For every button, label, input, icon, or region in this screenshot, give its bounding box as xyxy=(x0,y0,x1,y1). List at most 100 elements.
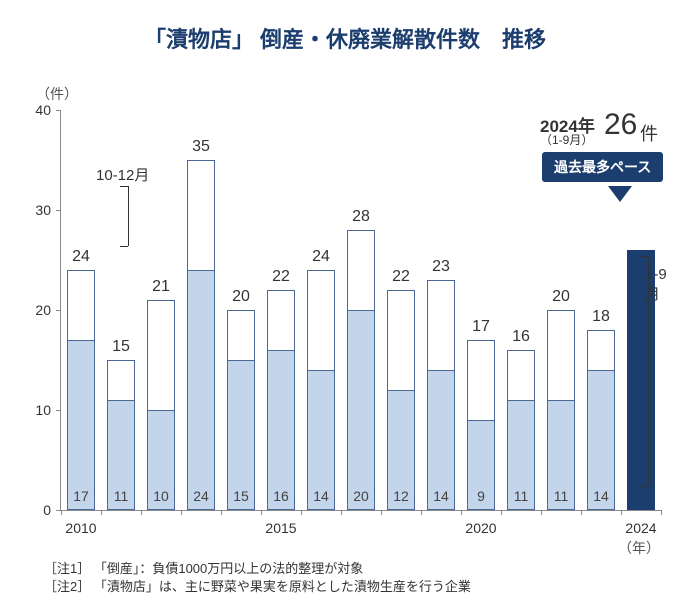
bar-group: 2314 xyxy=(427,280,456,510)
y-tick-label: 30 xyxy=(35,202,51,218)
bar-lower-segment xyxy=(267,350,296,510)
y-tick-label: 20 xyxy=(35,302,51,318)
x-tick-mark xyxy=(101,510,102,515)
bar-total-label: 35 xyxy=(192,138,210,156)
bar-lower-segment xyxy=(187,270,216,510)
bar-total-label: 20 xyxy=(232,288,250,306)
bar-group: 2110 xyxy=(147,300,176,510)
bar-group: 2216 xyxy=(267,290,296,510)
legend-upper-bracket-bottom xyxy=(120,246,128,247)
bar-lower-label: 11 xyxy=(114,488,129,504)
x-tick-mark xyxy=(261,510,262,515)
bar-group: 2212 xyxy=(387,290,416,510)
bar-total-label: 24 xyxy=(312,248,330,266)
bar-total-label: 22 xyxy=(272,268,290,286)
bar-upper-segment xyxy=(307,270,336,370)
bar-upper-segment xyxy=(547,310,576,400)
bar-lower-segment xyxy=(347,310,376,510)
bar-total-label: 21 xyxy=(152,278,170,296)
bar-upper-segment xyxy=(507,350,536,400)
bar-upper-segment xyxy=(227,310,256,360)
bar-lower-label: 11 xyxy=(554,488,569,504)
bar-group: 2414 xyxy=(307,270,336,510)
bar-group: 2820 xyxy=(347,230,376,510)
bar-lower-label: 9 xyxy=(477,488,485,504)
bar-total-label: 23 xyxy=(432,258,450,276)
bar-total-label: 18 xyxy=(592,308,610,326)
footnote-2: ［注2］ 「漬物店」は、主に野菜や果実を原料とした漬物生産を行う企業 xyxy=(44,576,471,595)
x-tick-mark xyxy=(341,510,342,515)
bar-group: 2417 xyxy=(67,270,96,510)
y-tick-mark xyxy=(56,310,61,311)
y-axis-unit-label: （件） xyxy=(36,84,78,104)
bar-total-label: 17 xyxy=(472,318,490,336)
annot-2024-period: （1-9月） xyxy=(540,131,593,148)
legend-upper-bracket-vline xyxy=(128,186,129,246)
bar-upper-segment xyxy=(387,290,416,390)
y-tick-label: 10 xyxy=(35,402,51,418)
y-tick-mark xyxy=(56,410,61,411)
bar-lower-label: 11 xyxy=(514,488,529,504)
legend-lower-bracket-top xyxy=(640,256,648,257)
x-tick-mark xyxy=(421,510,422,515)
legend-upper-period-label: 10-12月 xyxy=(96,164,149,185)
bar-total-label: 16 xyxy=(512,328,530,346)
bar-total-label: 22 xyxy=(392,268,410,286)
x-tick-mark xyxy=(141,510,142,515)
legend-lower-bracket-bottom xyxy=(640,486,648,487)
bar-upper-segment xyxy=(467,340,496,420)
chart-title: 「漬物店」 倒産・休廃業解散件数 推移 xyxy=(0,22,690,54)
bar-lower-label: 17 xyxy=(73,488,89,504)
x-tick-mark xyxy=(181,510,182,515)
bar-lower-label: 14 xyxy=(593,488,609,504)
bar-group: 2011 xyxy=(547,310,576,510)
x-tick-label: 2010 xyxy=(65,520,96,536)
record-pace-badge: 過去最多ペース xyxy=(542,152,663,182)
x-axis-unit-label: （年） xyxy=(618,538,660,558)
x-tick-label: 2015 xyxy=(265,520,296,536)
bar-upper-segment xyxy=(347,230,376,310)
x-tick-mark xyxy=(61,510,62,515)
bar-lower-label: 15 xyxy=(233,488,249,504)
y-tick-mark xyxy=(56,110,61,111)
bar-total-label: 15 xyxy=(112,338,130,356)
bar-group: 1611 xyxy=(507,350,536,510)
x-tick-mark xyxy=(501,510,502,515)
bar-group: 1511 xyxy=(107,360,136,510)
annot-2024-unit: 件 xyxy=(640,120,658,146)
legend-upper-bracket-top xyxy=(120,186,128,187)
bar-upper-segment xyxy=(587,330,616,370)
x-tick-label: 2020 xyxy=(465,520,496,536)
bar-upper-segment xyxy=(267,290,296,350)
y-tick-label: 0 xyxy=(43,502,51,518)
legend-lower-period-label: 1-9月 xyxy=(645,266,675,304)
bar-total-label: 20 xyxy=(552,288,570,306)
y-tick-label: 40 xyxy=(35,102,51,118)
y-tick-mark xyxy=(56,210,61,211)
bar-upper-segment xyxy=(67,270,96,340)
bar-lower-label: 16 xyxy=(273,488,289,504)
bar-group: 1814 xyxy=(587,330,616,510)
bar-upper-segment xyxy=(107,360,136,400)
x-tick-mark xyxy=(581,510,582,515)
bar-upper-segment xyxy=(427,280,456,370)
x-tick-mark xyxy=(461,510,462,515)
bar-lower-label: 14 xyxy=(313,488,329,504)
bar-group: 2015 xyxy=(227,310,256,510)
x-tick-mark xyxy=(301,510,302,515)
x-tick-label: 2024 xyxy=(625,520,656,536)
bar-upper-segment xyxy=(187,160,216,270)
bar-group: 3524 xyxy=(187,160,216,510)
x-tick-mark xyxy=(621,510,622,515)
bar-lower-label: 20 xyxy=(353,488,369,504)
bar-total-label: 28 xyxy=(352,208,370,226)
annot-2024-value: 26 xyxy=(604,108,637,142)
bar-upper-segment xyxy=(147,300,176,410)
x-tick-mark xyxy=(661,510,662,515)
bar-total-label: 24 xyxy=(72,248,90,266)
bar-group: 179 xyxy=(467,340,496,510)
bar-lower-segment xyxy=(67,340,96,510)
bar-lower-label: 14 xyxy=(433,488,449,504)
bar-lower-label: 24 xyxy=(193,488,209,504)
bar-lower-label: 12 xyxy=(393,488,409,504)
